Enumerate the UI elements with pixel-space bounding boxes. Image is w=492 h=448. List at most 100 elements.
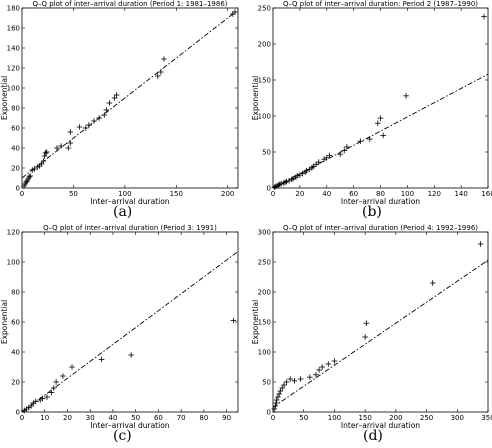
data-point [278, 180, 284, 187]
y-tick-label: 200 [258, 41, 271, 49]
x-tick-label: 50 [131, 414, 140, 422]
x-tick-label: 150 [358, 414, 371, 422]
data-point [325, 361, 332, 367]
data-point [280, 180, 287, 186]
data-point [96, 115, 102, 121]
x-tick-label: 90 [222, 414, 231, 422]
y-tick-label: 0 [267, 409, 271, 417]
panel-c-label: (c) [113, 428, 132, 444]
data-point [101, 112, 108, 118]
y-tick-label: 100 [258, 349, 271, 357]
data-point [481, 13, 487, 20]
data-point [306, 166, 313, 173]
data-point [307, 374, 313, 380]
data-point [272, 183, 279, 190]
data-point [286, 178, 292, 184]
data-point [98, 356, 105, 363]
data-point [275, 182, 282, 188]
x-tick-label: 250 [420, 414, 433, 422]
data-point [297, 376, 304, 382]
data-point [272, 403, 279, 409]
data-point [44, 394, 50, 400]
data-point [344, 144, 350, 150]
x-tick-label: 60 [349, 190, 358, 198]
y-tick-label: 50 [262, 379, 271, 387]
data-point [58, 143, 64, 149]
y-tick-label: 80 [11, 105, 20, 113]
panel-2: Q–Q plot of inter–arrival duration: Peri… [251, 0, 492, 206]
data-point [283, 178, 290, 185]
data-point [281, 382, 287, 388]
x-tick-label: 80 [376, 190, 385, 198]
plot-frame [272, 7, 489, 189]
x-tick-label: 20 [63, 414, 72, 422]
data-point [42, 150, 49, 156]
data-point [287, 376, 293, 382]
data-point [41, 153, 48, 159]
x-tick-label: 60 [154, 414, 163, 422]
data-point [54, 145, 60, 151]
data-point [271, 406, 278, 412]
x-tick-label: 200 [389, 414, 402, 422]
data-point [319, 364, 325, 370]
data-point [31, 166, 38, 172]
data-point [429, 280, 436, 286]
data-point [276, 391, 282, 397]
data-point [294, 172, 300, 179]
data-point [53, 379, 59, 385]
data-point [128, 352, 134, 358]
data-point [477, 241, 484, 247]
data-point [331, 358, 338, 364]
y-axis-label: Exponential [0, 300, 9, 344]
y-tick-label: 0 [16, 185, 20, 193]
y-tick-label: 100 [7, 85, 20, 93]
y-tick-label: 100 [7, 259, 20, 267]
data-point [403, 93, 409, 99]
data-point [60, 373, 66, 379]
y-axis-label: Exponential [251, 300, 260, 344]
chart-title: Q–Q plot of inter–arrival duration: Peri… [283, 0, 478, 8]
y-tick-label: 20 [11, 165, 20, 173]
data-point [303, 167, 310, 174]
x-tick-label: 20 [295, 190, 304, 198]
x-tick-label: 150 [170, 190, 183, 198]
data-point [111, 95, 118, 101]
x-tick-label: 40 [322, 190, 331, 198]
x-tick-label: 50 [69, 190, 78, 198]
data-point [316, 367, 322, 373]
data-point [380, 132, 386, 139]
data-point [48, 389, 55, 396]
data-point [276, 181, 283, 188]
data-point [290, 175, 296, 182]
data-point [106, 100, 113, 106]
reference-line [21, 251, 239, 413]
x-tick-label: 70 [177, 414, 186, 422]
data-point [158, 69, 164, 75]
data-point [377, 115, 384, 121]
data-point [91, 118, 97, 124]
data-point [282, 179, 288, 186]
panel-a-label: (a) [113, 204, 133, 220]
data-point [161, 56, 167, 62]
x-tick-label: 0 [271, 414, 275, 422]
data-point [76, 124, 83, 130]
y-tick-label: 150 [258, 319, 271, 327]
data-point [69, 364, 75, 370]
panel-3: Q–Q plot of inter–arrival duration (Peri… [0, 224, 239, 430]
x-tick-label: 160 [481, 190, 492, 198]
data-point [313, 372, 319, 378]
data-point [273, 397, 280, 403]
data-point [279, 385, 286, 391]
x-tick-label: 350 [481, 414, 492, 422]
x-tick-label: 0 [20, 414, 24, 422]
y-tick-label: 120 [7, 229, 20, 237]
chart-title: Q–Q plot of inter–arrival duration (Peri… [33, 0, 228, 8]
data-point [291, 378, 298, 384]
x-tick-label: 0 [20, 190, 24, 198]
y-axis-label: Exponential [0, 76, 9, 120]
y-tick-label: 120 [7, 65, 20, 73]
data-point [375, 120, 381, 126]
chart-title: Q–Q plot of inter–arrival duration (Peri… [283, 224, 478, 232]
x-axis-label: Inter–arrival duration [341, 197, 420, 206]
